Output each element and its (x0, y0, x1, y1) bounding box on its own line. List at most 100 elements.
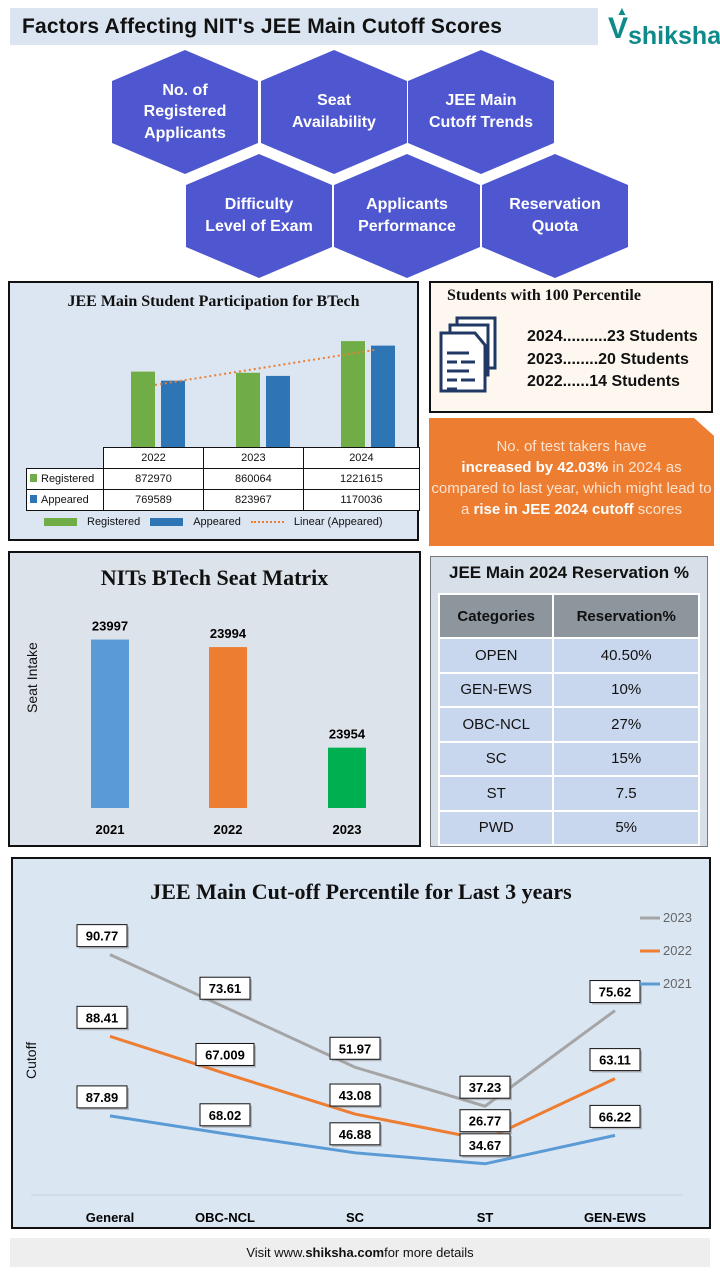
cell: 823967 (202, 489, 304, 511)
row-label: Appeared (41, 494, 89, 506)
seat-matrix-chart: NITs BTech Seat Matrix Seat Intake 23997… (8, 551, 421, 847)
cell: 1221615 (302, 468, 421, 490)
col-header: 2022 (103, 447, 204, 469)
legend-label: 2023 (663, 910, 692, 925)
data-label: 37.23 (469, 1080, 502, 1095)
data-label: 23994 (210, 626, 247, 641)
page-title: Factors Affecting NIT's JEE Main Cutoff … (10, 8, 598, 45)
data-label: 87.89 (86, 1090, 119, 1105)
shiksha-link[interactable]: shiksha.com (305, 1245, 385, 1260)
col-header: 2024 (302, 447, 421, 469)
legend-label: Linear (Appeared) (293, 516, 383, 528)
col-header: Categories (437, 593, 555, 639)
series-line-2023 (109, 953, 616, 1108)
table-row: PWD 5% (437, 809, 700, 846)
data-label-box (76, 1085, 128, 1109)
table-row: SC 15% (437, 740, 700, 777)
footer-text: for more details (384, 1245, 474, 1260)
data-label: 43.08 (339, 1088, 372, 1103)
data-label-box (199, 976, 251, 1000)
legend-label: 2022 (663, 943, 692, 958)
participation-plot (131, 341, 395, 448)
series-line-2021 (109, 1114, 616, 1166)
cell: SC (437, 740, 555, 777)
bar-registered (236, 372, 260, 448)
cell: GEN-EWS (437, 671, 555, 708)
cell: 27% (552, 706, 700, 743)
legend-swatch (44, 518, 77, 526)
bar (209, 647, 247, 808)
factor-hex: Seat Availability (261, 50, 407, 174)
table-row: OPEN 40.50% (437, 637, 700, 674)
x-tick-label: GEN-EWS (584, 1210, 646, 1225)
factor-hex: No. of Registered Applicants (112, 50, 258, 174)
data-label-box (589, 1104, 641, 1128)
cell: PWD (437, 809, 555, 846)
trendline (154, 348, 376, 386)
reservation-table: Categories Reservation% OPEN 40.50% GEN-EWS… (437, 593, 700, 846)
data-label-box (459, 1109, 511, 1133)
data-label-box (329, 1122, 381, 1146)
table-row: Registered 872970 860064 1221615 (26, 468, 421, 490)
bar-appeared (161, 380, 185, 448)
chart-title: NITs BTech Seat Matrix (100, 565, 329, 590)
x-tick-label: ST (477, 1210, 494, 1225)
x-tick-label: OBC-NCL (195, 1210, 255, 1225)
col-header: Reservation% (552, 593, 700, 639)
callout-text: scores (633, 501, 682, 518)
bar-registered (131, 371, 155, 448)
x-tick-label: SC (346, 1210, 365, 1225)
col-header: 2023 (202, 447, 304, 469)
panel-title: JEE Main 2024 Reservation % (448, 563, 689, 582)
title-text: Factors Affecting NIT's JEE Main Cutoff … (22, 14, 503, 38)
data-label-box (589, 1048, 641, 1072)
callout-box: No. of test takers have increased by 42.0… (429, 418, 714, 546)
data-label: 75.62 (599, 985, 632, 1000)
data-label: 23997 (92, 619, 128, 634)
data-label-box (459, 1075, 511, 1099)
data-label-box (76, 924, 128, 948)
table-row: GEN-EWS 10% (437, 671, 700, 708)
callout-text: in 2024 as compared to last year, which … (431, 459, 712, 518)
row-label: Registered (41, 473, 95, 485)
cell: 7.5 (552, 775, 700, 812)
document-stack-icon (439, 316, 497, 393)
graduation-cap-icon: ▲ (616, 4, 628, 18)
cell: 1170036 (302, 489, 421, 511)
chart-title: JEE Main Student Participation for BTech (67, 293, 360, 310)
cell: OBC-NCL (437, 706, 555, 743)
data-label: 88.41 (86, 1010, 119, 1025)
cell: 872970 (103, 468, 204, 490)
percentile-line: 2022......14 Students (527, 373, 680, 390)
legend: Registered Appeared Linear (Appeared) (44, 516, 383, 528)
callout-bold: rise in JEE 2024 cutoff (473, 501, 634, 518)
legend-label: 2021 (663, 976, 692, 991)
logo-text: shiksha (628, 22, 720, 50)
data-label: 90.77 (86, 929, 119, 944)
chart-title: JEE Main Cut-off Percentile for Last 3 y… (150, 879, 572, 904)
bar-appeared (371, 345, 395, 448)
cell: 5% (552, 809, 700, 846)
data-label: 34.67 (469, 1138, 502, 1153)
data-label: 66.22 (599, 1109, 632, 1124)
data-label-box (329, 1083, 381, 1107)
factor-hex: Applicants Performance (334, 154, 480, 278)
factor-hex: Difficulty Level of Exam (186, 154, 332, 278)
data-table: 2022 2023 2024 Registered 872970 860064 12216… (26, 447, 421, 511)
data-label-box (199, 1103, 251, 1127)
table-row: Appeared 769589 823967 1170036 (26, 489, 421, 511)
bar-registered (341, 341, 365, 448)
participation-chart: JEE Main Student Participation for BTech… (8, 281, 421, 541)
data-label-box (329, 1036, 381, 1060)
reservation-panel: JEE Main 2024 Reservation % Categories Re… (430, 556, 708, 847)
legend-swatch (30, 495, 37, 503)
table-row: OBC-NCL 27% (437, 706, 700, 743)
data-label-box (195, 1042, 255, 1066)
data-label-box (459, 1133, 511, 1157)
cell: OPEN (437, 637, 555, 674)
data-label: 51.97 (339, 1041, 372, 1056)
cutoff-chart: JEE Main Cut-off Percentile for Last 3 y… (11, 857, 711, 1229)
data-label: 67.009 (205, 1047, 245, 1062)
cell: 860064 (202, 468, 304, 490)
